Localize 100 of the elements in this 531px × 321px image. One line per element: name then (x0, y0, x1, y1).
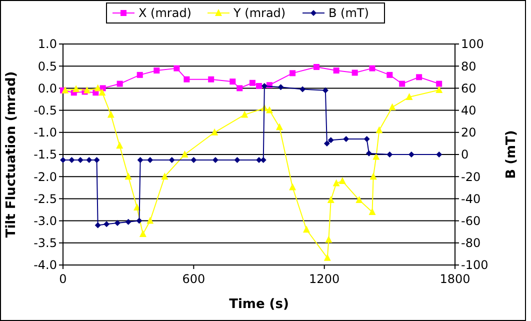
y-tick-label: -1.5 (34, 148, 57, 162)
point (290, 70, 296, 76)
y2-tick-label: -20 (461, 170, 481, 184)
point (289, 183, 296, 190)
x-tick-label: 600 (182, 272, 206, 286)
point (208, 76, 214, 82)
point (147, 157, 154, 164)
point (114, 220, 120, 226)
point (276, 123, 283, 130)
point (139, 230, 146, 238)
point (94, 222, 101, 228)
point (343, 136, 350, 142)
x-axis-title: Time (s) (229, 297, 289, 312)
y2-tick-label: 40 (461, 104, 476, 118)
y2-tick-label: 100 (461, 37, 484, 52)
point (234, 157, 240, 164)
point (116, 80, 123, 87)
point (184, 76, 190, 82)
point (370, 172, 377, 180)
point (181, 150, 188, 158)
point (134, 204, 141, 211)
point (68, 157, 75, 164)
point (230, 78, 236, 85)
point (62, 86, 69, 94)
y2-tick-label: -60 (461, 214, 481, 228)
y-tick-label: -1.0 (34, 126, 57, 140)
point (300, 86, 306, 92)
point (154, 68, 160, 74)
point (261, 82, 268, 89)
point (324, 140, 330, 146)
x-tick-label: 0 (59, 272, 67, 286)
point (211, 128, 218, 136)
point (436, 80, 442, 87)
y-tick-label: -4.0 (34, 258, 57, 272)
point (124, 172, 132, 180)
y2-tick-label: 60 (461, 81, 476, 96)
point (386, 72, 393, 78)
point (174, 65, 180, 72)
y-tick-label: -2.0 (34, 170, 57, 184)
y2-tick-label: 20 (461, 126, 476, 140)
legend-label: X (mrad) (138, 6, 192, 20)
point (366, 150, 372, 156)
point (72, 85, 80, 92)
point (94, 84, 102, 92)
y2-tick-label: 0 (461, 148, 469, 162)
point (328, 137, 334, 144)
point (302, 226, 310, 233)
y-tick-label: -2.5 (34, 192, 57, 206)
point (136, 218, 142, 224)
point (338, 177, 346, 184)
point (436, 86, 443, 93)
point (137, 157, 144, 164)
point (324, 254, 331, 261)
x-tick-label: 1800 (440, 272, 470, 286)
point (236, 85, 243, 92)
y2-tick-label: 80 (461, 59, 476, 74)
y-tick-label: -3.0 (34, 214, 57, 228)
point (125, 218, 132, 225)
y-tick-label: 0.5 (38, 59, 57, 74)
y2-axis-title: B (mT) (504, 130, 519, 179)
point (60, 157, 66, 164)
legend-label: Y (mrad) (232, 6, 286, 20)
y-tick-label: 1.0 (38, 37, 57, 52)
y-tick-label: -3.5 (34, 236, 57, 250)
legend-label: B (mT) (328, 6, 369, 20)
point (83, 86, 90, 94)
y-tick-label: 0.0 (38, 81, 57, 96)
point (388, 103, 396, 110)
point (333, 68, 340, 74)
y-tick-label: -0.5 (34, 104, 57, 118)
point (190, 157, 197, 164)
point (104, 221, 110, 228)
point (376, 126, 383, 134)
point (94, 157, 100, 164)
point (86, 157, 92, 164)
point (168, 157, 175, 164)
point (266, 106, 273, 114)
point (116, 142, 124, 149)
point (399, 80, 406, 87)
point (322, 87, 328, 94)
point (107, 110, 114, 118)
point (278, 84, 284, 90)
point (256, 82, 262, 89)
point (406, 93, 413, 100)
point (241, 110, 248, 118)
point (136, 72, 143, 78)
point (256, 157, 262, 164)
x-tick-label: 1200 (309, 272, 340, 286)
point (368, 208, 376, 215)
point (325, 236, 332, 243)
point (332, 179, 340, 186)
point (364, 136, 370, 142)
point (313, 64, 320, 70)
point (146, 216, 154, 224)
y2-tick-label: -80 (461, 236, 481, 250)
point (98, 88, 106, 96)
point (386, 152, 393, 158)
y2-tick-label: -40 (461, 192, 481, 206)
point (161, 172, 168, 180)
point (436, 152, 442, 158)
